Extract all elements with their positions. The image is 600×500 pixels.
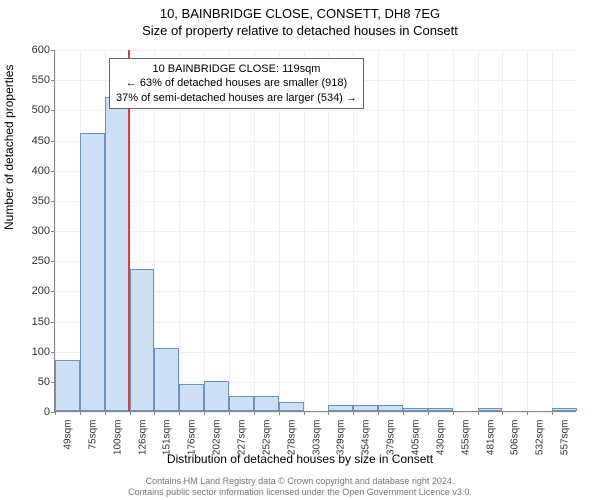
ytick-label: 300 <box>10 225 50 237</box>
page-subtitle: Size of property relative to detached ho… <box>0 21 600 38</box>
gridline-v <box>502 50 503 411</box>
xtick-label: 75sqm <box>87 420 98 470</box>
footer-line2: Contains public sector information licen… <box>0 487 600 498</box>
xtick-mark <box>328 411 329 415</box>
xtick-label: 430sqm <box>435 420 446 470</box>
annotation-line3: 37% of semi-detached houses are larger (… <box>116 91 357 105</box>
footer-attribution: Contains HM Land Registry data © Crown c… <box>0 476 600 498</box>
xtick-mark <box>453 411 454 415</box>
histogram-bar <box>179 384 204 411</box>
gridline-h <box>55 110 576 111</box>
ytick-label: 100 <box>10 346 50 358</box>
xtick-mark <box>403 411 404 415</box>
histogram-bar <box>328 405 353 411</box>
histogram-bar <box>403 408 428 411</box>
xtick-label: 202sqm <box>212 420 223 470</box>
xtick-mark <box>179 411 180 415</box>
histogram-bar <box>478 408 503 411</box>
ytick-label: 450 <box>10 135 50 147</box>
xtick-mark <box>130 411 131 415</box>
xtick-mark <box>428 411 429 415</box>
xtick-mark <box>552 411 553 415</box>
ytick-label: 250 <box>10 255 50 267</box>
gridline-h <box>55 141 576 142</box>
gridline-v <box>478 50 479 411</box>
ytick-label: 350 <box>10 195 50 207</box>
annotation-box: 10 BAINBRIDGE CLOSE: 119sqm← 63% of deta… <box>109 58 364 109</box>
xtick-label: 329sqm <box>336 420 347 470</box>
xtick-mark <box>80 411 81 415</box>
page-title: 10, BAINBRIDGE CLOSE, CONSETT, DH8 7EG <box>0 0 600 21</box>
xtick-mark <box>229 411 230 415</box>
gridline-h <box>55 171 576 172</box>
xtick-mark <box>105 411 106 415</box>
xtick-label: 126sqm <box>137 420 148 470</box>
histogram-bar <box>552 408 577 411</box>
xtick-label: 100sqm <box>112 420 123 470</box>
xtick-label: 506sqm <box>510 420 521 470</box>
xtick-mark <box>204 411 205 415</box>
footer-line1: Contains HM Land Registry data © Crown c… <box>0 476 600 487</box>
ytick-label: 400 <box>10 165 50 177</box>
xtick-label: 481sqm <box>485 420 496 470</box>
histogram-bar <box>204 381 229 411</box>
histogram-bar <box>254 396 279 411</box>
gridline-v <box>403 50 404 411</box>
gridline-v <box>453 50 454 411</box>
xtick-mark <box>527 411 528 415</box>
xtick-mark <box>304 411 305 415</box>
xtick-label: 455sqm <box>460 420 471 470</box>
histogram-bar <box>428 408 453 411</box>
ytick-label: 50 <box>10 376 50 388</box>
histogram-bar <box>154 348 179 411</box>
gridline-h <box>55 50 576 51</box>
histogram-bar <box>55 360 80 411</box>
xtick-label: 557sqm <box>560 420 571 470</box>
xtick-mark <box>55 411 56 415</box>
gridline-h <box>55 231 576 232</box>
xtick-label: 379sqm <box>386 420 397 470</box>
annotation-line1: 10 BAINBRIDGE CLOSE: 119sqm <box>116 62 357 76</box>
histogram-bar <box>279 402 304 411</box>
histogram-bar <box>378 405 403 411</box>
histogram-bar <box>130 269 155 411</box>
histogram-bar <box>80 133 105 411</box>
xtick-label: 303sqm <box>311 420 322 470</box>
gridline-v <box>428 50 429 411</box>
xtick-mark <box>353 411 354 415</box>
ytick-label: 200 <box>10 285 50 297</box>
xtick-label: 151sqm <box>162 420 173 470</box>
xtick-label: 49sqm <box>62 420 73 470</box>
gridline-v <box>552 50 553 411</box>
ytick-label: 150 <box>10 316 50 328</box>
gridline-h <box>55 412 576 413</box>
ytick-label: 500 <box>10 104 50 116</box>
xtick-label: 532sqm <box>535 420 546 470</box>
histogram-chart: 10 BAINBRIDGE CLOSE: 119sqm← 63% of deta… <box>54 50 576 412</box>
gridline-v <box>527 50 528 411</box>
annotation-line2: ← 63% of detached houses are smaller (91… <box>116 76 357 90</box>
gridline-h <box>55 201 576 202</box>
gridline-v <box>378 50 379 411</box>
xtick-label: 252sqm <box>261 420 272 470</box>
histogram-bar <box>353 405 378 411</box>
gridline-h <box>55 261 576 262</box>
xtick-label: 278sqm <box>286 420 297 470</box>
xtick-mark <box>154 411 155 415</box>
histogram-bar <box>105 97 130 411</box>
xtick-label: 354sqm <box>361 420 372 470</box>
xtick-label: 176sqm <box>187 420 198 470</box>
xtick-mark <box>378 411 379 415</box>
histogram-bar <box>229 396 254 411</box>
xtick-label: 227sqm <box>236 420 247 470</box>
xtick-mark <box>254 411 255 415</box>
ytick-label: 600 <box>10 44 50 56</box>
ytick-label: 0 <box>10 406 50 418</box>
gridline-v <box>55 50 56 411</box>
xtick-mark <box>279 411 280 415</box>
xtick-mark <box>478 411 479 415</box>
ytick-label: 550 <box>10 74 50 86</box>
xtick-label: 405sqm <box>410 420 421 470</box>
xtick-mark <box>502 411 503 415</box>
